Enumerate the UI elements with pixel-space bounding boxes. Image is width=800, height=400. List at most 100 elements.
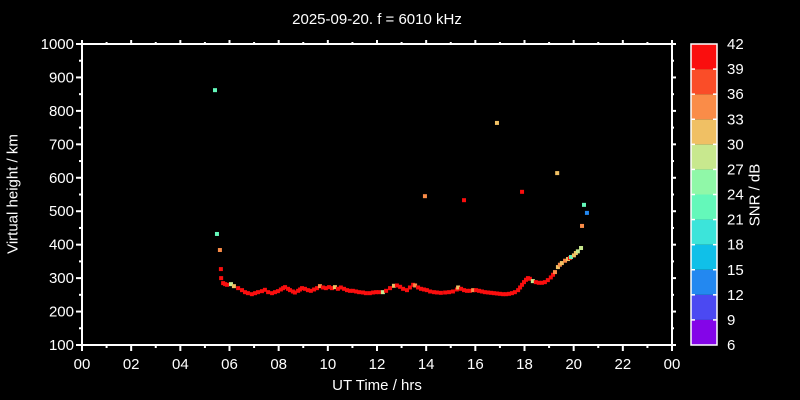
data-point (471, 288, 476, 293)
data-point (345, 288, 350, 293)
data-point (509, 291, 514, 296)
x-tick-label: 14 (418, 356, 435, 373)
data-point (520, 282, 525, 287)
data-point (571, 253, 576, 258)
data-point (580, 223, 585, 228)
data-point (398, 284, 403, 289)
data-point (522, 280, 527, 285)
data-point (479, 289, 484, 294)
data-point (242, 290, 247, 295)
data-point (486, 290, 491, 295)
y-tick-label: 300 (49, 270, 74, 287)
data-point (497, 291, 502, 296)
data-point (581, 202, 586, 207)
data-point (559, 261, 564, 266)
colorbar-segment (691, 294, 717, 320)
data-point (253, 291, 258, 296)
data-point (228, 282, 233, 287)
data-point (527, 276, 532, 281)
data-point (459, 286, 464, 291)
data-point (300, 286, 305, 291)
data-point (494, 291, 499, 296)
x-tick-label: 06 (221, 356, 238, 373)
data-point (404, 288, 409, 293)
data-point (520, 189, 525, 194)
data-point (419, 286, 424, 291)
colorbar-segment (691, 94, 717, 120)
data-point (330, 286, 335, 291)
data-point (218, 267, 223, 272)
colorbar-tick-label: 27 (727, 161, 744, 178)
y-tick-label: 500 (49, 203, 74, 220)
colorbar-segment (691, 69, 717, 95)
data-point (438, 290, 443, 295)
data-point (384, 288, 389, 293)
plot-border (81, 43, 673, 346)
data-point (504, 292, 509, 297)
colorbar-tick-label: 30 (727, 136, 744, 153)
data-point (240, 288, 245, 293)
data-point (434, 290, 439, 295)
chart-title: 2025-09-20. f = 6010 kHz (292, 11, 462, 28)
data-point (467, 288, 472, 293)
data-point (462, 288, 467, 293)
data-point (245, 291, 250, 296)
y-tick-label: 200 (49, 304, 74, 321)
data-point (454, 287, 459, 292)
data-point (317, 284, 322, 289)
x-tick-label: 20 (565, 356, 582, 373)
data-point (225, 282, 230, 287)
data-point (456, 285, 461, 290)
x-tick-label: 12 (369, 356, 386, 373)
data-point (552, 270, 557, 275)
data-point (212, 88, 217, 93)
data-point (283, 285, 288, 290)
colorbar-segment (691, 44, 717, 70)
data-point (312, 287, 317, 292)
data-point (256, 290, 261, 295)
colorbar-label: SNR / dB (746, 163, 764, 227)
data-point (424, 288, 429, 293)
data-point (332, 285, 337, 290)
colorbar-tick-label: 36 (727, 86, 744, 103)
data-point (545, 278, 550, 283)
data-point (347, 288, 352, 293)
data-point (231, 284, 236, 289)
data-point (342, 286, 347, 291)
data-point (539, 280, 544, 285)
data-point (575, 249, 580, 254)
data-point (536, 280, 541, 285)
data-point (464, 288, 469, 293)
data-point (462, 198, 467, 203)
y-tick-label: 1000 (41, 36, 74, 53)
colorbar-tick-label: 24 (727, 187, 744, 204)
y-tick-label: 900 (49, 69, 74, 86)
data-point (338, 285, 343, 290)
colorbar-tick-label: 6 (727, 337, 735, 354)
data-point (302, 286, 307, 291)
data-point (394, 283, 399, 288)
data-point (450, 289, 455, 294)
data-point (363, 291, 368, 296)
data-point (308, 288, 313, 293)
data-point (327, 285, 332, 290)
data-point (401, 286, 406, 291)
data-point (530, 279, 535, 284)
data-point (579, 246, 584, 251)
data-point (360, 290, 365, 295)
data-point (474, 288, 479, 293)
data-point (512, 290, 517, 295)
x-tick-label: 04 (172, 356, 189, 373)
x-axis-label: UT Time / hrs (332, 377, 422, 394)
data-point (477, 288, 482, 293)
colorbar-tick-label: 42 (727, 36, 744, 53)
x-tick-label: 16 (467, 356, 484, 373)
data-point (292, 290, 297, 295)
data-point (518, 285, 523, 290)
data-point (275, 289, 280, 294)
data-point (568, 255, 573, 260)
data-point (376, 290, 381, 295)
data-point (428, 289, 433, 294)
